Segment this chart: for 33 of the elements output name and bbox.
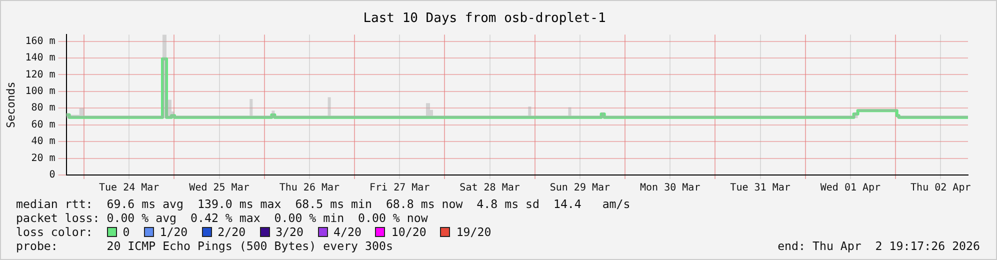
y-tick-label: 80 m <box>31 102 56 114</box>
legend-label: 0 <box>122 225 130 239</box>
y-tick-label: 60 m <box>31 119 56 130</box>
text: probe: 20 ICMP Echo Pings (500 Bytes) every 300s <box>16 239 393 253</box>
x-tick-label: Sat 28 Mar <box>460 182 520 194</box>
y-axis-title: Seconds <box>4 82 18 128</box>
x-tick-label: Wed 25 Mar <box>189 182 250 194</box>
y-tick-label: 0 <box>49 170 56 181</box>
x-tick-label: Sun 29 Mar <box>550 182 610 194</box>
x-tick-label: Tue 31 Mar <box>730 182 790 194</box>
legend-label: 1/20 <box>160 225 188 239</box>
legend-label: 2/20 <box>218 225 246 239</box>
y-tick-label: 20 m <box>31 152 56 164</box>
y-tick-label: 160 m <box>25 36 56 47</box>
x-tick-label: Thu 26 Mar <box>279 182 340 194</box>
legend-label: 10/20 <box>391 225 426 239</box>
y-tick-label: 100 m <box>25 86 56 98</box>
x-tick-label: Wed 01 Apr <box>820 182 881 194</box>
legend-label: 4/20 <box>334 225 362 239</box>
y-tick-label: 120 m <box>25 69 56 80</box>
text: median rtt: 69.6 ms avg 139.0 ms max 68.5 ms min 68.8 ms now 4.8 ms sd 14.4 am/s <box>15 197 632 211</box>
chart-title: Last 10 Days from osb-droplet-1 <box>363 11 606 26</box>
x-tick-label: Fri 27 Mar <box>370 182 430 194</box>
y-tick-label: 40 m <box>31 136 56 148</box>
legend-title: loss color: <box>16 225 94 239</box>
x-tick-label: Tue 24 Mar <box>99 182 160 194</box>
x-tick-label: Mon 30 Mar <box>640 182 700 194</box>
x-tick-label: Thu 02 Apr <box>910 182 971 194</box>
text: end: Thu Apr 2 19:17:26 2026 <box>778 239 980 253</box>
legend-label: 3/20 <box>276 225 304 239</box>
y-tick-label: 140 m <box>25 52 56 64</box>
legend-label: 19/20 <box>456 225 492 239</box>
text: packet loss: 0.00 % avg 0.42 % max 0.00 % min 0.00 % now <box>15 211 429 225</box>
